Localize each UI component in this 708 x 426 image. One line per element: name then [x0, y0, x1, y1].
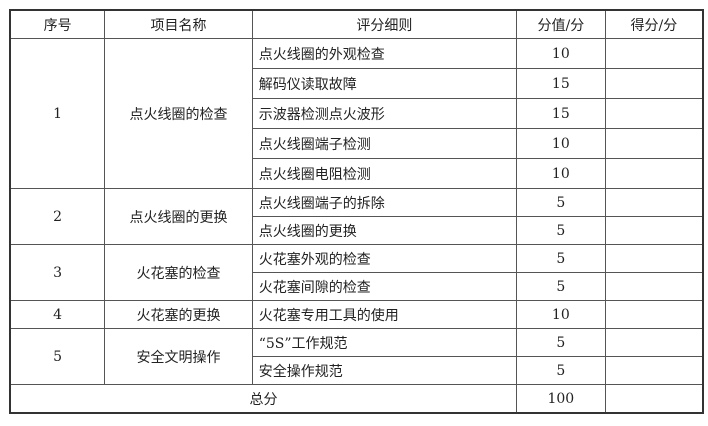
scoring-rule: “5S”工作规范: [251, 328, 517, 357]
earned-score-cell[interactable]: [604, 272, 704, 301]
item-name: 安全文明操作: [104, 328, 253, 385]
item-name: 火花塞的检查: [104, 244, 253, 301]
table-row: 4 火花塞的更换 火花塞专用工具的使用 10: [9, 300, 704, 329]
table-row: 示波器检测点火波形 15: [10, 98, 704, 129]
earned-score-cell[interactable]: [604, 68, 704, 99]
scoring-rule: 点火线圈电阻检测: [251, 158, 517, 189]
score-value: 5: [515, 188, 606, 217]
score-value: 5: [515, 272, 606, 301]
earned-score-cell[interactable]: [604, 98, 704, 129]
earned-score-cell[interactable]: [604, 244, 704, 273]
table-row: 2 点火线圈的更换 点火线圈端子的拆除 5: [9, 188, 704, 245]
table-row: 火花塞间隙的检查 5: [10, 272, 704, 301]
score-value: 10: [515, 300, 606, 329]
header-rule: 评分细则: [251, 9, 517, 39]
table-row: 解码仪读取故障 15: [10, 68, 704, 99]
table-row: 5 安全文明操作 “5S”工作规范 5: [9, 328, 704, 385]
score-value: 10: [515, 128, 606, 159]
score-value: 5: [515, 356, 606, 385]
header-score: 分值/分: [515, 9, 606, 39]
score-value: 10: [515, 158, 606, 189]
score-value: 10: [515, 38, 606, 69]
item-number: 1: [9, 38, 106, 189]
earned-score-cell[interactable]: [604, 188, 704, 217]
scoring-rule: 安全操作规范: [251, 356, 517, 385]
table-row: 1 点火线圈的检查 点火线圈的外观检查 10: [9, 38, 704, 189]
header-no: 序号: [9, 9, 106, 39]
item-number: 2: [9, 188, 106, 245]
earned-score-cell[interactable]: [604, 158, 704, 189]
item-number: 3: [9, 244, 106, 301]
header-earned: 得分/分: [604, 9, 704, 39]
scoring-rule: 点火线圈的更换: [251, 216, 517, 245]
table-row: 安全操作规范 5: [10, 356, 704, 385]
total-label: 总分: [9, 384, 517, 414]
score-value: 5: [515, 216, 606, 245]
earned-score-cell[interactable]: [604, 38, 704, 69]
scoring-rule: 解码仪读取故障: [251, 68, 517, 99]
score-value: 5: [515, 244, 606, 273]
item-name: 火花塞的更换: [104, 300, 253, 329]
earned-score-cell[interactable]: [604, 328, 704, 357]
score-value: 15: [515, 68, 606, 99]
scoring-rule: 点火线圈端子的拆除: [251, 188, 517, 217]
table-row: 点火线圈电阻检测 10: [10, 158, 704, 189]
total-score: 100: [515, 384, 606, 414]
earned-score-cell[interactable]: [604, 300, 704, 329]
scoring-rule: 点火线圈的外观检查: [251, 38, 517, 69]
earned-score-cell[interactable]: [604, 128, 704, 159]
item-name: 点火线圈的检查: [104, 38, 253, 189]
total-earned-cell[interactable]: [604, 384, 704, 414]
score-value: 5: [515, 328, 606, 357]
item-number: 4: [9, 300, 106, 329]
item-name: 点火线圈的更换: [104, 188, 253, 245]
item-number: 5: [9, 328, 106, 385]
table-row: 3 火花塞的检查 火花塞外观的检查 5: [9, 244, 704, 301]
earned-score-cell[interactable]: [604, 216, 704, 245]
score-value: 15: [515, 98, 606, 129]
scoring-rule: 示波器检测点火波形: [251, 98, 517, 129]
scoring-rule: 火花塞间隙的检查: [251, 272, 517, 301]
earned-score-cell[interactable]: [604, 356, 704, 385]
scoring-rule: 点火线圈端子检测: [251, 128, 517, 159]
total-row: 总分 100: [9, 384, 704, 414]
header-name: 项目名称: [104, 9, 253, 39]
scoring-rule: 火花塞外观的检查: [251, 244, 517, 273]
header-row: 序号 项目名称 评分细则 分值/分 得分/分: [9, 9, 704, 39]
scoring-table: 序号 项目名称 评分细则 分值/分 得分/分 1 点火线圈的检查 点火线圈的外观检查…: [9, 9, 704, 414]
scoring-rule: 火花塞专用工具的使用: [251, 300, 517, 329]
